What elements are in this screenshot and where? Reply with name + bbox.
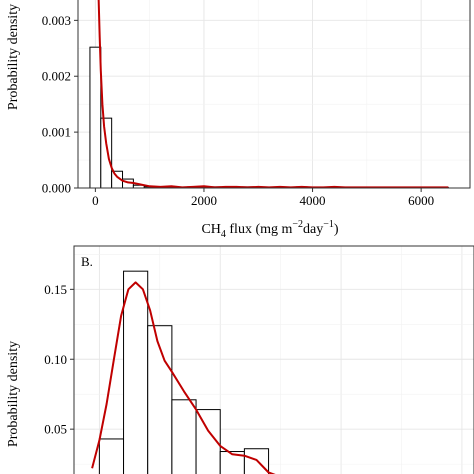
- panel-b-histogram-bar: [243, 448, 270, 474]
- panel-a-histogram-bar: [100, 117, 113, 189]
- panel-a-flux-histogram: 0.000 0.001 0.002 0.003 0 2000 4000 6000 Proba…: [6, 0, 471, 240]
- panel-b-histogram-bar: [98, 438, 125, 474]
- panel-a-x-tick-label: 4000: [300, 193, 326, 208]
- panel-a-y-tick-label: 0.000: [42, 181, 71, 196]
- panel-a-x-tick-label: 6000: [408, 193, 434, 208]
- panel-a-x-tick-label: 2000: [191, 193, 217, 208]
- panel-a-y-axis-title: Probability density: [6, 4, 21, 110]
- panel-b-histogram: 0.05 0.10 0.15 B. Probability density: [6, 245, 474, 474]
- panel-b-y-tick-label: 0.05: [44, 422, 67, 437]
- panel-b-y-axis-title: Probability density: [6, 341, 21, 447]
- panel-b-density-curve: [91, 281, 276, 474]
- panel-a-x-tick-label: 0: [92, 193, 99, 208]
- panel-a-histogram-bar: [89, 46, 102, 189]
- panel-b-histogram-bar: [171, 399, 197, 474]
- panel-a-y-tick-label: 0.003: [42, 13, 71, 28]
- panel-b-y-axis-ticks: 0.05 0.10 0.15: [44, 282, 74, 437]
- panel-b-histogram-bar: [123, 270, 149, 474]
- panel-a-density-curve: [97, 0, 449, 189]
- panel-b-y-tick-label: 0.15: [44, 282, 67, 297]
- panel-a-y-axis-ticks: 0.000 0.001 0.002 0.003: [42, 13, 78, 196]
- panel-a-x-axis-title: CH4 flux (mg m−2day−1): [201, 219, 338, 240]
- panel-a-x-axis-ticks: 0 2000 4000 6000: [92, 188, 434, 208]
- panel-b-label: B.: [81, 254, 93, 269]
- panel-b-y-tick-label: 0.10: [44, 352, 67, 367]
- panel-a-frame: [77, 0, 471, 189]
- panel-a-y-tick-label: 0.001: [42, 125, 71, 140]
- panel-b-frame: [73, 245, 474, 474]
- panel-a-y-tick-label: 0.002: [42, 69, 71, 84]
- panel-a-background: [78, 0, 470, 188]
